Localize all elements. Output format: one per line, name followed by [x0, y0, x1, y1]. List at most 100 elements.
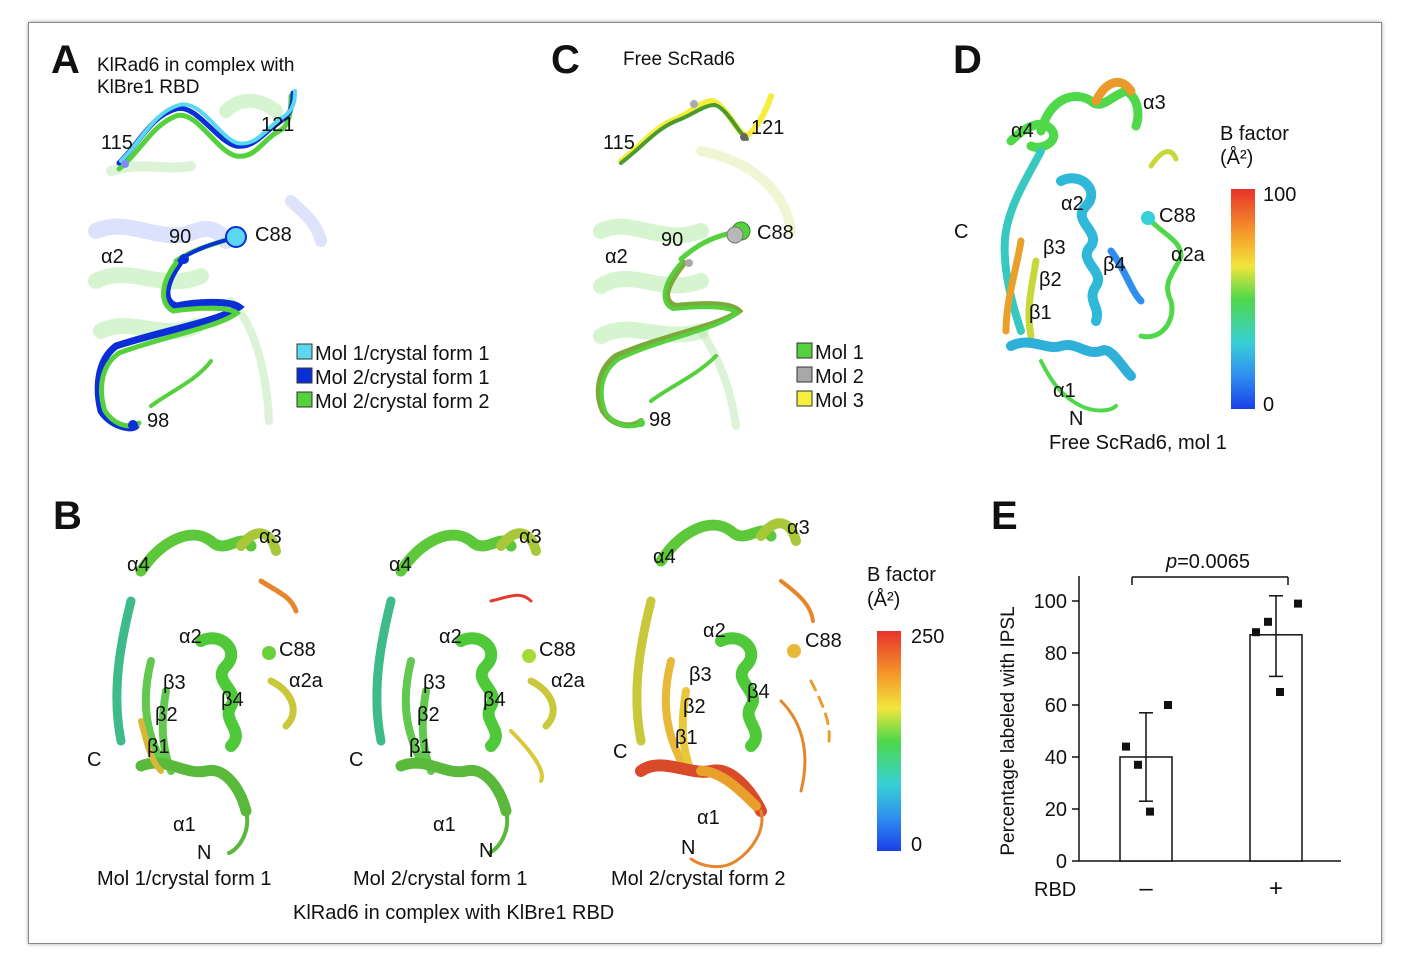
data-point	[1134, 760, 1142, 769]
panel-b-colorbar: B factor (Å²) 250 0	[867, 564, 944, 856]
panel-c-legend: Mol 1 Mol 2 Mol 3	[796, 342, 864, 412]
p-value: =0.0065	[1177, 551, 1250, 573]
panel-d: D α3 α4 C88 α2 C β3 α2a β4 β2 β1 α1 N Fr…	[953, 38, 1296, 454]
colorbar-min: 0	[1263, 394, 1274, 416]
b1-label-alpha2a: α2a	[289, 670, 324, 692]
panel-a-label-c88: C88	[255, 224, 292, 246]
panel-d-label-alpha4: α4	[1011, 120, 1034, 142]
b3-label-beta4: β4	[747, 681, 770, 703]
panel-a: A KlRad6 in complex with KlBre1 RBD	[51, 38, 489, 432]
b2-label-beta2: β2	[417, 704, 440, 726]
panel-d-colorbar: B factor (Å²) 100 0	[1220, 123, 1296, 416]
b2-label-alpha2: α2	[439, 626, 462, 648]
legend-swatch	[796, 390, 813, 407]
b2-label-alpha3: α3	[519, 526, 542, 548]
b3-label-c88: C88	[805, 630, 842, 652]
panel-c-label-115: 115	[603, 132, 635, 154]
y-tick-label: 40	[1045, 747, 1067, 769]
x-axis-label: RBD	[1034, 879, 1076, 901]
panel-c-title: Free ScRad6	[623, 49, 735, 70]
panel-a-c88-sphere	[225, 226, 247, 248]
legend-item-label: Mol 2	[815, 366, 864, 388]
panel-c-98-sphere	[637, 419, 645, 427]
panel-d-label-beta4: β4	[1103, 254, 1126, 276]
y-tick-label: 0	[1056, 851, 1067, 873]
panel-c-label-c88: C88	[757, 222, 794, 244]
panel-c-ribbon	[593, 93, 796, 430]
b2-label-c88: C88	[539, 639, 576, 661]
b3-label-alpha2: α2	[703, 620, 726, 642]
panel-d-label-c: C	[954, 221, 968, 243]
panel-a-label-121: 121	[261, 114, 294, 136]
b1-label-alpha2: α2	[179, 626, 202, 648]
figure-canvas: A KlRad6 in complex with KlBre1 RBD	[51, 38, 1341, 924]
panel-a-label-alpha2: α2	[101, 246, 124, 268]
y-tick-label: 80	[1045, 643, 1067, 665]
legend-item-label: Mol 2/crystal form 2	[315, 391, 489, 413]
b1-label-n: N	[197, 842, 211, 864]
panel-d-label-beta3: β3	[1043, 237, 1066, 259]
panel-c-label-90: 90	[661, 229, 683, 251]
panel-a-title-line2: KlBre1 RBD	[97, 77, 199, 98]
b2-label-n: N	[479, 840, 493, 862]
legend-item-label: Mol 2/crystal form 1	[315, 367, 489, 389]
colorbar-min: 0	[911, 834, 922, 856]
colorbar-max: 100	[1263, 184, 1296, 206]
figure-frame: A KlRad6 in complex with KlBre1 RBD	[28, 22, 1382, 944]
legend-item-label: Mol 1	[815, 342, 864, 364]
b1-label-beta1: β1	[147, 736, 170, 758]
panel-d-label-alpha1: α1	[1053, 380, 1076, 402]
b3-label-beta3: β3	[689, 664, 712, 686]
legend-swatch	[796, 342, 813, 359]
panel-d-letter: D	[953, 38, 982, 82]
legend-item-label: Mol 1/crystal form 1	[315, 343, 489, 365]
panel-b-structure-1	[112, 528, 299, 855]
p-symbol: p	[1165, 551, 1177, 573]
panel-b-structure-2	[372, 528, 557, 855]
b3-caption: Mol 2/crystal form 2	[611, 868, 785, 890]
panel-b-group-caption: KlRad6 in complex with KlBre1 RBD	[293, 902, 614, 924]
panel-d-label-alpha2a: α2a	[1171, 244, 1206, 266]
panel-b-structure-3	[632, 518, 831, 869]
b1-label-c: C	[87, 749, 101, 771]
colorbar-title-line1: B factor	[867, 564, 936, 586]
colorbar-gradient	[877, 631, 901, 851]
b3-label-alpha1: α1	[697, 807, 720, 829]
b2-label-c: C	[349, 749, 363, 771]
panel-a-115-sphere	[121, 160, 129, 168]
data-point	[1164, 701, 1172, 709]
legend-swatch	[296, 367, 313, 384]
b3-label-c: C	[613, 741, 627, 763]
b2-c88-sphere	[522, 649, 536, 663]
b2-label-beta4: β4	[483, 689, 506, 711]
b1-label-alpha4: α4	[127, 554, 150, 576]
panel-c-loop-sphere	[690, 100, 698, 108]
data-point	[1146, 807, 1154, 816]
panel-d-ribbon	[1000, 77, 1184, 413]
b1-label-c88: C88	[279, 639, 316, 661]
y-tick-label: 20	[1045, 799, 1067, 821]
b3-label-beta1: β1	[675, 727, 698, 749]
b1-c88-sphere	[262, 646, 276, 660]
data-point	[1122, 742, 1130, 751]
b2-label-alpha4: α4	[389, 554, 412, 576]
panel-d-label-beta1: β1	[1029, 302, 1052, 324]
b3-label-alpha3: α3	[787, 517, 810, 539]
b2-label-alpha2a: α2a	[551, 670, 586, 692]
legend-item-label: Mol 3	[815, 390, 864, 412]
colorbar-title-line2: (Å²)	[867, 588, 900, 611]
data-point	[1252, 628, 1260, 637]
b1-label-beta3: β3	[163, 672, 186, 694]
panel-d-label-beta2: β2	[1039, 269, 1062, 291]
b1-label-beta4: β4	[221, 689, 244, 711]
colorbar-title-line1: B factor	[1220, 123, 1289, 145]
b3-label-n: N	[681, 837, 695, 859]
panel-a-label-115: 115	[101, 132, 133, 154]
panel-a-title-line1: KlRad6 in complex with	[97, 55, 294, 76]
panel-e-letter: E	[991, 494, 1018, 538]
panel-d-label-alpha2: α2	[1061, 193, 1084, 215]
b2-caption: Mol 2/crystal form 1	[353, 868, 527, 890]
y-tick-label: 60	[1045, 695, 1067, 717]
data-point	[1264, 617, 1272, 626]
panel-a-98-sphere	[128, 420, 138, 430]
